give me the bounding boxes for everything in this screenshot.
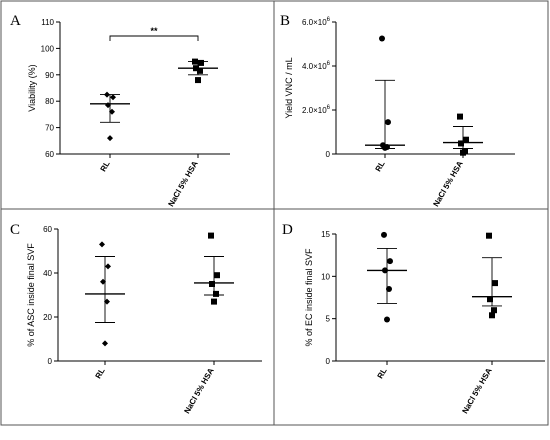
- data-point: [387, 258, 393, 265]
- y-tick-label: 100: [41, 44, 55, 53]
- data-point: [209, 281, 215, 287]
- data-point: [386, 286, 392, 293]
- series-1: [85, 241, 125, 347]
- data-point: [192, 58, 198, 65]
- data-point: [492, 280, 498, 287]
- y-axis-label: Yield VNC / mL: [284, 57, 294, 118]
- category-label: RL: [374, 159, 387, 173]
- y-axis-label: % of ASC inside final SVF: [26, 243, 36, 347]
- significance-label: **: [150, 26, 158, 36]
- data-point: [463, 136, 469, 143]
- series-2: [472, 232, 512, 319]
- data-point: [110, 94, 116, 101]
- data-point: [384, 316, 390, 323]
- data-point: [491, 307, 497, 314]
- panel-letter: C: [10, 222, 20, 238]
- data-point: [458, 140, 464, 147]
- data-point: [213, 290, 219, 297]
- significance-bracket: [109, 35, 199, 41]
- y-tick-label: 90: [45, 71, 54, 80]
- y-tick-label: 6.0×106: [302, 17, 331, 27]
- y-tick-label: 0: [48, 357, 53, 366]
- data-point: [197, 67, 203, 74]
- data-point: [208, 232, 214, 239]
- panel-c: C 0 20 40 60 RL NaCl 5% HSA % of ASC inside fin…: [10, 222, 262, 415]
- data-point: [193, 65, 199, 72]
- data-point: [489, 312, 495, 319]
- y-tick-label: 20: [43, 313, 52, 322]
- data-point: [487, 296, 493, 303]
- panel-frame-c: [0, 208, 275, 426]
- series-2: [194, 232, 234, 305]
- data-point: [457, 113, 463, 120]
- data-point: [99, 241, 105, 248]
- y-tick-label: 10: [321, 272, 330, 281]
- y-tick-label: 4.0×106: [302, 61, 331, 71]
- category-label: NaCl 5% HSA: [182, 366, 215, 415]
- panel-b: B 0 2.0×106 4.0×106 6.0×106 RL NaCl 5% HSA Yiel…: [280, 13, 515, 208]
- data-point: [486, 232, 492, 239]
- y-axis-label: Viability (%): [27, 64, 37, 111]
- data-point: [214, 272, 220, 279]
- data-point: [211, 298, 217, 305]
- data-point: [385, 119, 391, 126]
- panel-frame-a: [0, 0, 275, 210]
- y-tick-label: 40: [43, 269, 52, 278]
- panel-letter: A: [10, 13, 21, 29]
- data-point: [382, 144, 388, 151]
- data-point: [460, 149, 466, 156]
- y-tick-label: 70: [45, 124, 54, 133]
- y-tick-label: 80: [45, 97, 54, 106]
- panel-frame-b: [273, 0, 549, 210]
- y-tick-label: 2.0×106: [302, 105, 331, 115]
- category-label: NaCl 5% HSA: [460, 366, 493, 415]
- y-tick-label: 0: [326, 357, 331, 366]
- data-point: [382, 267, 388, 274]
- y-tick-label: 110: [41, 18, 54, 27]
- data-point: [109, 108, 115, 115]
- panel-letter: B: [280, 13, 290, 29]
- panel-letter: D: [282, 222, 293, 238]
- y-tick-label: 5: [326, 315, 331, 324]
- y-tick-label: 0: [326, 150, 331, 159]
- data-point: [104, 298, 110, 305]
- category-label: NaCl 5% HSA: [166, 159, 199, 208]
- series-2: [178, 58, 218, 84]
- category-label: RL: [99, 159, 112, 173]
- data-point: [198, 59, 204, 66]
- series-1: [367, 231, 407, 323]
- category-label: RL: [94, 366, 107, 380]
- y-axis-label: % of EC inside final SVF: [304, 248, 314, 347]
- panel-a: A 60 70 80 90 100 110 RL NaCl 5% HSA Viability (%…: [10, 13, 230, 208]
- data-point: [105, 102, 111, 109]
- y-tick-label: 60: [43, 225, 52, 234]
- data-point: [379, 35, 385, 42]
- data-point: [104, 91, 110, 98]
- data-point: [107, 135, 113, 142]
- y-tick-label: 60: [45, 150, 54, 159]
- data-point: [100, 278, 106, 285]
- data-point: [381, 231, 387, 238]
- panel-frame-d: [273, 208, 549, 426]
- category-label: RL: [376, 366, 389, 380]
- data-point: [105, 263, 111, 270]
- series-1: [365, 35, 405, 151]
- panel-d: D 0 5 10 15 RL NaCl 5% HSA % of EC inside final…: [282, 222, 545, 415]
- series-2: [443, 113, 483, 156]
- data-point: [102, 340, 108, 347]
- series-1: [90, 91, 130, 142]
- category-label: NaCl 5% HSA: [431, 159, 464, 208]
- y-tick-label: 15: [321, 230, 330, 239]
- data-point: [195, 77, 201, 84]
